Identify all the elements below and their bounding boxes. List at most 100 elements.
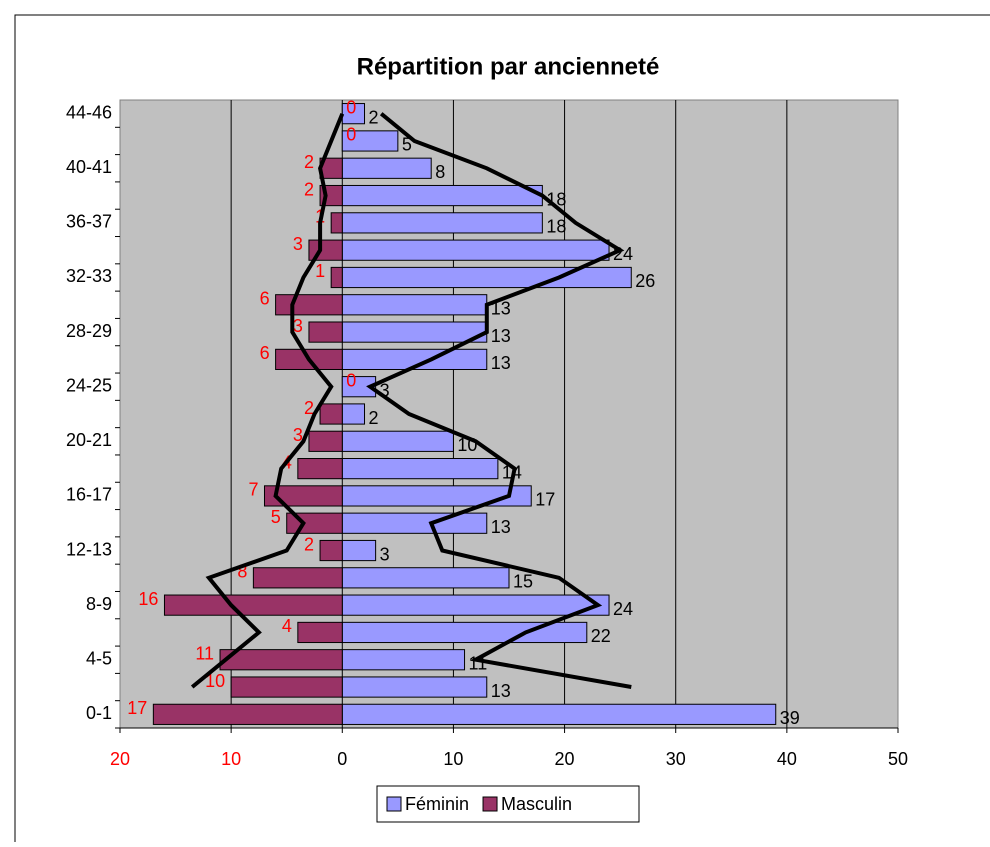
- bar: [341, 649, 466, 671]
- bar: [341, 485, 532, 507]
- y-tick-label: 4-5: [86, 648, 112, 668]
- data-label: 2: [304, 179, 314, 199]
- y-tick-label: 32-33: [66, 266, 112, 286]
- bar: [330, 266, 343, 289]
- bar: [230, 676, 343, 698]
- x-tick-label: 10: [221, 749, 241, 769]
- bar: [297, 621, 343, 644]
- y-tick-label: 20-21: [66, 430, 112, 450]
- bar: [341, 512, 488, 534]
- bar: [152, 703, 343, 725]
- x-tick-label: 30: [666, 749, 686, 769]
- bar: [252, 567, 343, 589]
- data-label: 13: [491, 353, 511, 373]
- data-label: 13: [491, 517, 511, 537]
- bar: [341, 130, 399, 152]
- y-tick-label: 40-41: [66, 157, 112, 177]
- bar: [341, 594, 610, 616]
- bar: [219, 649, 343, 671]
- bar: [341, 403, 366, 425]
- data-label: 18: [546, 217, 566, 237]
- bar: [341, 184, 543, 207]
- x-tick-label: 0: [337, 749, 347, 769]
- bar: [341, 621, 588, 644]
- data-label: 8: [237, 562, 247, 582]
- data-label: 22: [591, 626, 611, 646]
- bar: [341, 676, 488, 698]
- data-label: 0: [346, 125, 356, 145]
- bar: [341, 376, 377, 398]
- x-tick-label: 40: [777, 749, 797, 769]
- bar: [263, 485, 343, 507]
- bar: [319, 403, 343, 425]
- data-label: 3: [380, 544, 390, 564]
- y-tick-label: 28-29: [66, 321, 112, 341]
- data-label: 3: [293, 425, 303, 445]
- data-label: 2: [369, 408, 379, 428]
- data-label: 5: [271, 507, 281, 527]
- bar: [308, 321, 343, 343]
- data-label: 0: [346, 97, 356, 117]
- y-tick-label: 16-17: [66, 485, 112, 505]
- bar: [330, 212, 343, 234]
- legend-swatch: [386, 796, 402, 812]
- bar: [341, 321, 488, 343]
- bar: [319, 539, 343, 562]
- bar: [275, 294, 343, 316]
- bar: [341, 239, 610, 261]
- bar: [341, 539, 377, 562]
- y-tick-label: 0-1: [86, 703, 112, 723]
- bar: [341, 294, 488, 316]
- data-label: 24: [613, 599, 633, 619]
- data-label: 0: [346, 370, 356, 390]
- data-label: 26: [635, 271, 655, 291]
- bar: [341, 157, 432, 179]
- legend-swatch: [482, 796, 498, 812]
- data-label: 2: [369, 107, 379, 127]
- x-tick-label: 10: [443, 749, 463, 769]
- data-label: 2: [304, 152, 314, 172]
- data-label: 11: [469, 653, 488, 673]
- data-label: 1: [315, 261, 325, 281]
- bar: [341, 567, 510, 589]
- y-tick-label: 36-37: [66, 212, 112, 232]
- chart-title: Répartition par ancienneté: [357, 53, 660, 80]
- data-label: 15: [513, 572, 533, 592]
- legend-label: Féminin: [405, 794, 469, 814]
- y-tick-label: 24-25: [66, 375, 112, 395]
- y-tick-label: 8-9: [86, 594, 112, 614]
- bar: [341, 103, 366, 125]
- data-label: 6: [260, 289, 270, 309]
- data-label: 3: [293, 234, 303, 254]
- data-label: 6: [260, 343, 270, 363]
- data-label: 4: [282, 616, 292, 636]
- trend-line: [366, 112, 632, 689]
- x-tick-label: 50: [888, 749, 908, 769]
- legend-label: Masculin: [501, 794, 572, 814]
- data-label: 5: [402, 135, 412, 155]
- data-label: 3: [380, 380, 390, 400]
- trend-line: [190, 112, 345, 689]
- x-tick-label: 20: [110, 749, 130, 769]
- bar: [341, 266, 632, 289]
- data-label: 13: [491, 326, 511, 346]
- legend: [376, 785, 640, 823]
- bar: [341, 430, 454, 452]
- data-label: 11: [195, 643, 214, 663]
- data-label: 39: [780, 708, 800, 728]
- data-label: 17: [127, 698, 147, 718]
- data-label: 10: [205, 671, 225, 691]
- bar: [308, 430, 343, 452]
- bar: [341, 458, 499, 480]
- bar: [341, 703, 777, 725]
- x-tick-label: 20: [555, 749, 575, 769]
- data-label: 16: [138, 589, 158, 609]
- data-label: 2: [304, 534, 314, 554]
- data-label: 17: [535, 490, 555, 510]
- y-tick-label: 44-46: [66, 102, 112, 122]
- data-label: 7: [248, 480, 258, 500]
- data-label: 8: [435, 162, 445, 182]
- bar: [341, 212, 543, 234]
- y-tick-label: 12-13: [66, 539, 112, 559]
